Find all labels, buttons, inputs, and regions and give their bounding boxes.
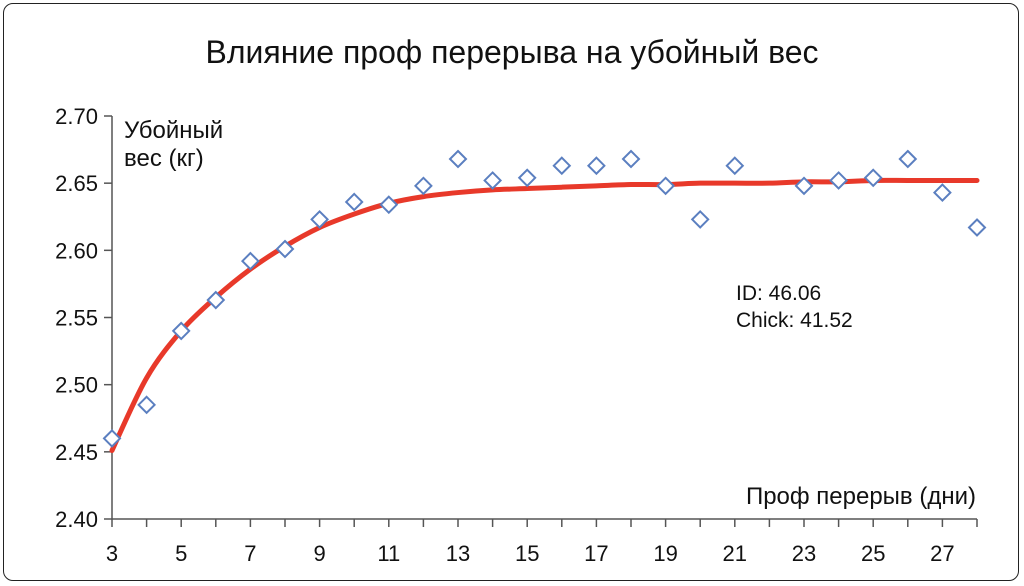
x-tick-label: 25 (861, 541, 885, 566)
y-axis-label-line-2: вес (кг) (124, 145, 204, 172)
x-axis-label: Проф перерыв (дни) (746, 483, 976, 510)
axes: 2.40 2.45 2.50 2.55 2.60 2.65 2.70 3 5 7 9 11 13 15 17… (55, 104, 978, 566)
x-tick-label: 3 (106, 541, 118, 566)
data-point (690, 210, 710, 229)
y-tick-label: 2.45 (55, 440, 98, 465)
y-axis-label-line-1: Убойный (124, 117, 223, 144)
y-tick-label: 2.60 (55, 238, 98, 263)
labels-layer: Убойный вес (кг) Проф перерыв (дни) ID: … (124, 117, 976, 510)
data-point (206, 290, 226, 310)
data-point (552, 156, 572, 176)
data-point (240, 251, 260, 271)
y-tick-label: 2.50 (55, 373, 98, 398)
x-tick-label: 9 (313, 541, 325, 566)
data-point (413, 176, 433, 196)
data-point (829, 171, 849, 190)
x-tick-label: 11 (377, 541, 400, 566)
x-tick-label: 23 (792, 541, 816, 566)
data-point (863, 168, 883, 188)
y-tick-label: 2.40 (55, 507, 98, 532)
y-tick-label: 2.65 (55, 171, 98, 196)
data-point (137, 395, 157, 415)
data-point (171, 321, 191, 341)
data-point (483, 171, 503, 190)
x-tick-label: 17 (584, 541, 608, 566)
data-point (932, 183, 952, 202)
y-tick-label: 2.55 (55, 306, 98, 331)
data-point (967, 218, 987, 237)
data-point (794, 176, 814, 196)
annotation-chick: Chick: 41.52 (736, 309, 853, 332)
points-layer (102, 149, 987, 448)
data-point (102, 428, 122, 448)
data-point (621, 149, 641, 169)
data-point (656, 176, 676, 196)
annotation-id: ID: 46.06 (736, 282, 821, 305)
x-tick-label: 21 (723, 541, 747, 566)
x-tick-label: 7 (244, 541, 256, 566)
x-tick-label: 15 (515, 541, 539, 566)
data-point (586, 156, 606, 176)
x-tick-label: 13 (446, 541, 470, 566)
y-tick-label: 2.70 (55, 104, 98, 129)
data-point (725, 156, 745, 176)
data-point (517, 168, 537, 188)
chart-title: Влияние проф перерыва на убойный вес (205, 34, 819, 70)
data-point (379, 195, 399, 215)
data-point (310, 210, 330, 229)
x-tick-label: 5 (175, 541, 187, 566)
data-point (275, 239, 295, 259)
chart-frame (3, 3, 1019, 581)
data-point (344, 192, 364, 212)
data-point (898, 149, 918, 169)
data-point (448, 149, 468, 169)
x-tick-label: 19 (653, 541, 677, 566)
x-tick-label: 27 (930, 541, 954, 566)
